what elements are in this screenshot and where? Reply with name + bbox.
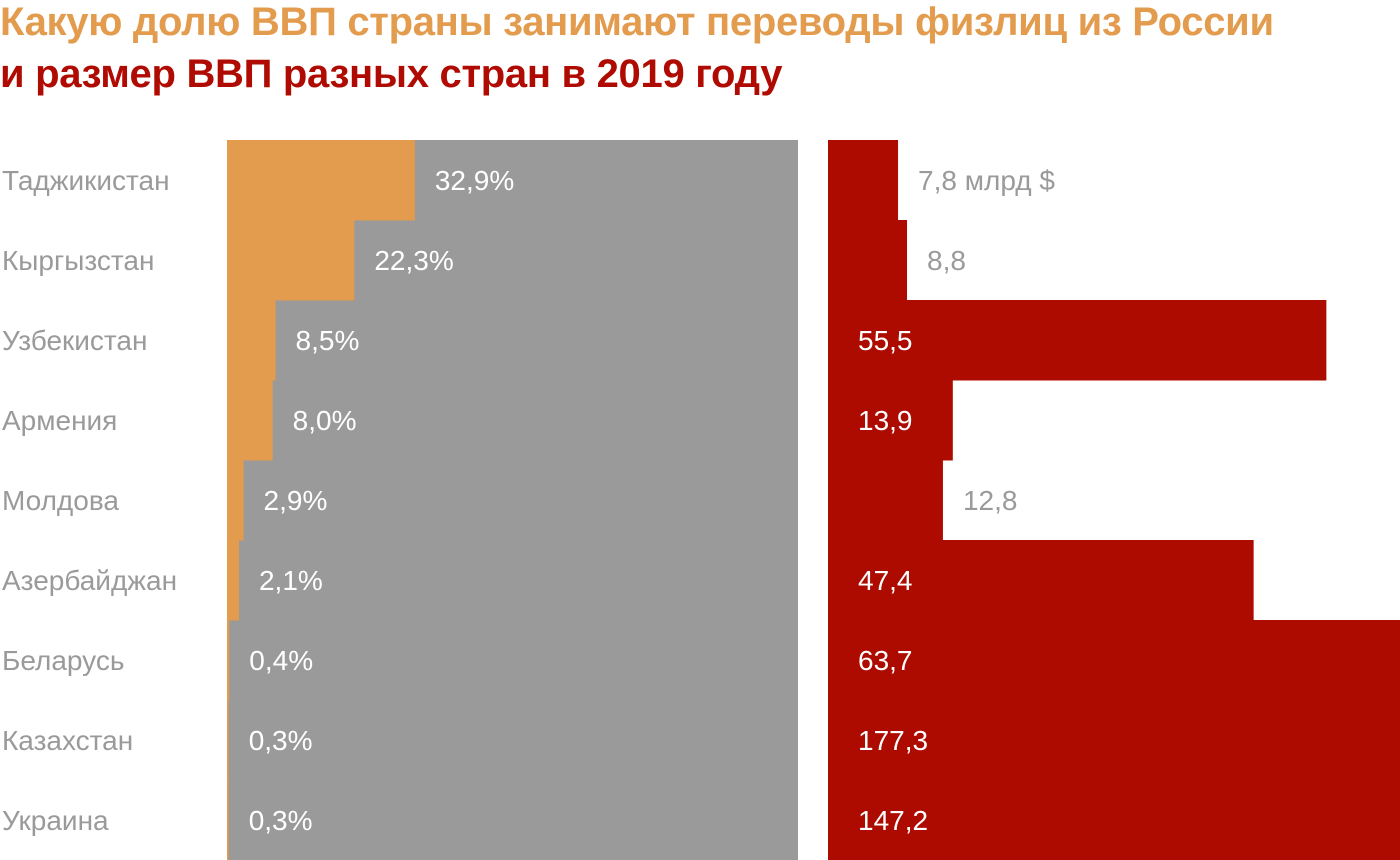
- share-value-label: 0,3%: [249, 805, 313, 836]
- gdp-value-label: 13,9: [858, 405, 913, 436]
- country-label: Украина: [2, 805, 109, 836]
- gdp-value-label: 147,2: [858, 805, 928, 836]
- gdp-bar: [828, 620, 1400, 701]
- gdp-value-label: 12,8: [963, 485, 1018, 516]
- share-bar: [227, 380, 273, 461]
- share-bar: [227, 780, 229, 860]
- gdp-value-label: 8,8: [927, 245, 966, 276]
- country-label: Казахстан: [2, 725, 133, 756]
- gdp-bar: [828, 460, 943, 541]
- country-label: Армения: [2, 405, 117, 436]
- share-bar: [227, 300, 276, 381]
- gdp-bar: [828, 380, 953, 461]
- share-value-label: 2,1%: [259, 565, 323, 596]
- gdp-value-label: 7,8 млрд $: [918, 165, 1055, 196]
- share-bar: [227, 220, 355, 301]
- share-value-label: 0,3%: [249, 725, 313, 756]
- share-value-label: 32,9%: [435, 165, 514, 196]
- country-label: Молдова: [2, 485, 119, 516]
- share-value-label: 0,4%: [249, 645, 313, 676]
- share-value-label: 2,9%: [264, 485, 328, 516]
- share-bar: [227, 700, 229, 781]
- share-value-label: 8,5%: [296, 325, 360, 356]
- country-label: Беларусь: [2, 645, 124, 676]
- share-value-label: 8,0%: [293, 405, 357, 436]
- country-label: Таджикистан: [2, 165, 170, 196]
- chart-title-line1: Какую долю ВВП страны занимают переводы …: [0, 0, 1274, 44]
- share-bar: [227, 540, 239, 621]
- share-bar: [227, 620, 230, 701]
- share-value-label: 22,3%: [374, 245, 453, 276]
- gdp-bar: [828, 220, 908, 301]
- gdp-value-label: 55,5: [858, 325, 913, 356]
- gdp-bar: [828, 700, 1400, 781]
- country-label: Кыргызстан: [2, 245, 154, 276]
- gdp-bar: [828, 540, 1254, 621]
- country-label: Азербайджан: [2, 565, 177, 596]
- country-label: Узбекистан: [2, 325, 147, 356]
- gdp-value-label: 63,7: [858, 645, 913, 676]
- chart-title-line2: и размер ВВП разных стран в 2019 году: [0, 52, 783, 96]
- gdp-value-label: 47,4: [858, 565, 913, 596]
- gdp-value-label: 177,3: [858, 725, 928, 756]
- share-bar: [227, 140, 415, 221]
- gdp-bar: [828, 780, 1400, 860]
- share-bar: [227, 460, 244, 541]
- gdp-bar: [828, 140, 899, 221]
- gdp-bar: [828, 300, 1327, 381]
